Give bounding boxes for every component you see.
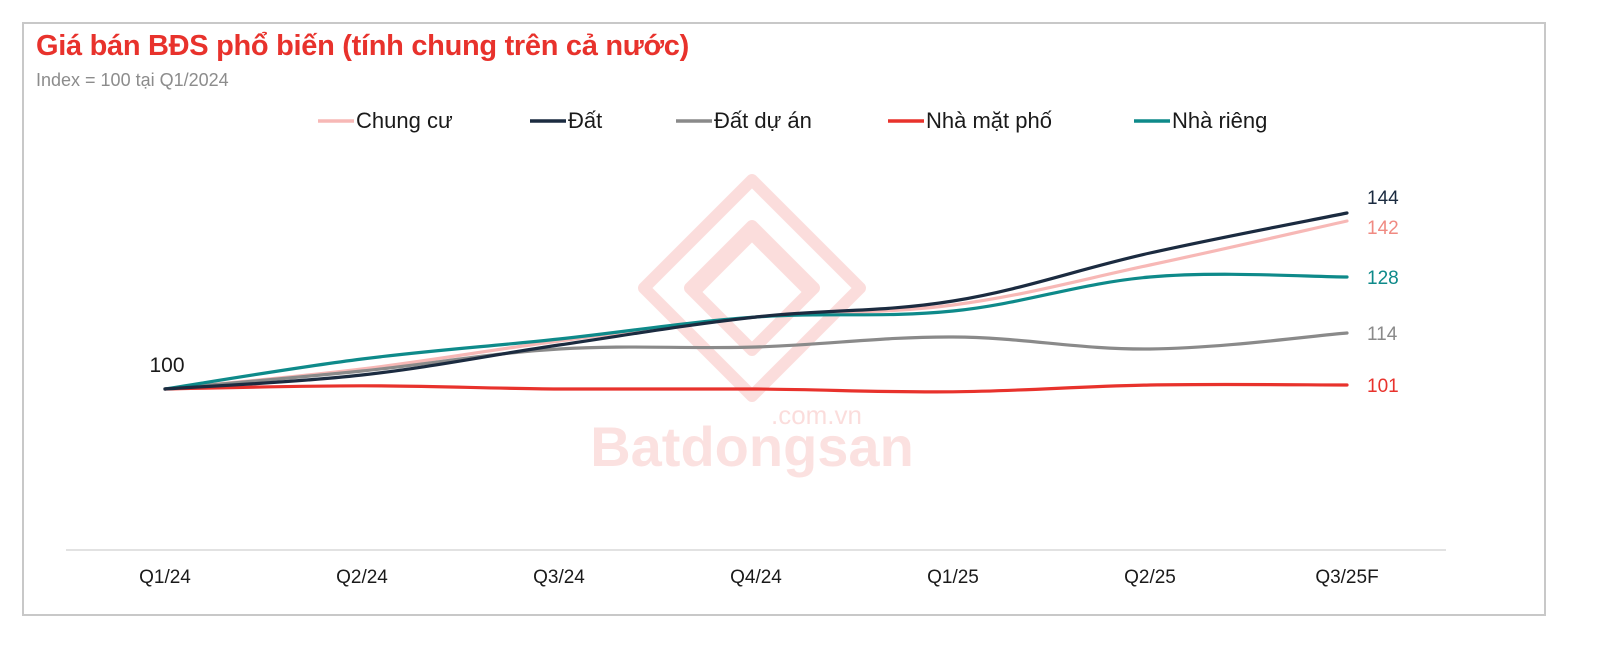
series-line <box>163 219 1349 391</box>
end-value-label: 144 <box>1367 188 1399 209</box>
chart-title: Giá bán BĐS phổ biến (tính chung trên cả… <box>36 30 689 62</box>
x-tick-label: Q4/24 <box>730 567 782 588</box>
watermark-house-icon <box>638 174 866 402</box>
x-tick-label: Q1/25 <box>927 567 979 588</box>
x-tick-label: Q2/24 <box>336 567 388 588</box>
end-value-label: 128 <box>1367 268 1399 289</box>
series-line <box>163 211 1349 391</box>
end-value-label: 101 <box>1367 376 1399 397</box>
legend-label: Nhà riêng <box>1172 108 1267 133</box>
legend-label: Đất dự án <box>714 108 812 133</box>
end-value-label: 114 <box>1367 324 1398 345</box>
start-value-label: 100 <box>149 354 184 377</box>
series-line <box>163 382 1349 394</box>
chart-subtitle: Index = 100 tại Q1/2024 <box>36 70 229 90</box>
x-tick-label: Q3/24 <box>533 567 585 588</box>
watermark-suffix: .com.vn <box>771 400 862 430</box>
x-tick-label: Q3/25F <box>1315 567 1378 588</box>
end-value-label: 142 <box>1367 218 1399 239</box>
series-line <box>163 331 1349 391</box>
x-tick-label: Q2/25 <box>1124 567 1176 588</box>
legend-label: Đất <box>568 108 602 133</box>
legend-label: Chung cư <box>356 108 453 133</box>
watermark-brand: Batdongsan <box>590 415 914 478</box>
legend-label: Nhà mặt phố <box>926 108 1052 133</box>
chart-frame <box>22 22 1546 616</box>
x-tick-label: Q1/24 <box>139 567 191 588</box>
